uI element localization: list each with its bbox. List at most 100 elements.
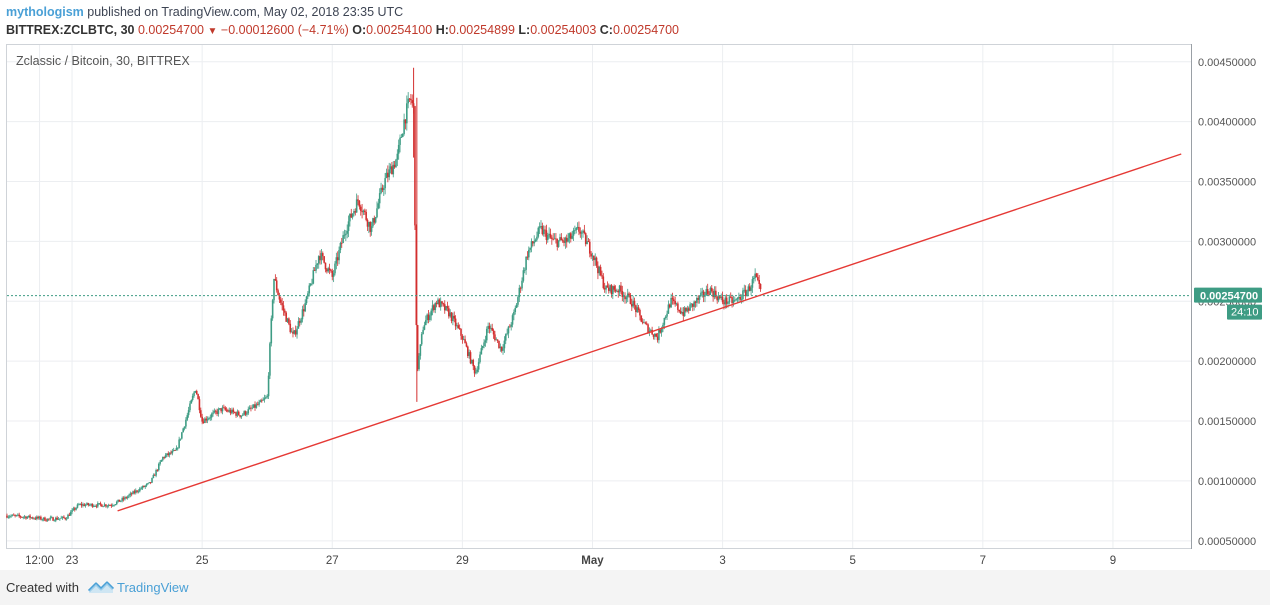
candle-body [125,497,128,499]
candle-body [599,266,602,276]
countdown-label: 24:10 [1231,307,1259,319]
candle-body [106,505,109,507]
candle-body [429,315,431,321]
candle-body [52,517,54,521]
candle-body [205,418,208,421]
candle-body [503,340,506,349]
candle-body [469,352,472,364]
candle-body [757,277,759,280]
candle-body [439,301,442,308]
candle-body [145,484,148,486]
candle-body [171,451,174,454]
candle-body [12,514,15,516]
candle-body [118,499,121,502]
candle-body [509,326,511,328]
tradingview-link[interactable]: TradingView [117,580,189,595]
candle-body [162,457,164,460]
candle-body [197,394,199,400]
high-value: 0.00254899 [448,23,515,37]
candle-body [323,256,325,263]
chart-title: Zclassic / Bitcoin, 30, BITTREX [16,54,190,68]
candle-body [532,241,534,244]
candle-body [546,234,549,240]
candle-body [751,279,754,288]
candle-body [639,309,641,316]
candle-body [721,296,724,303]
candle-body [479,354,481,363]
candle-body [90,503,92,505]
candle-body [499,346,502,348]
price-chart[interactable]: Zclassic / Bitcoin, 30, BITTREX 0.000500… [0,0,1270,570]
candle-body [519,287,522,289]
candle-body [279,299,282,303]
candle-body [358,200,361,207]
candle-body [54,517,57,521]
candle-body [400,136,403,138]
candle-body [206,419,209,421]
candle-body [141,486,144,489]
candle-body [431,305,434,311]
candle-body [384,178,386,189]
candle-body [296,328,298,335]
candle-body [621,290,624,297]
candle-body [305,296,308,304]
candle-body [408,98,411,100]
candle-body [265,397,267,399]
candle-body [649,329,652,331]
candle-body [385,172,388,179]
grid-lines [7,45,1191,548]
candle-body [567,238,569,242]
candle-body [647,324,649,333]
publish-info: mythologism published on TradingView.com… [6,4,403,20]
candle-body [430,310,433,316]
candle-body [181,432,183,439]
candle-body [149,482,152,483]
candle-body [580,232,583,234]
candle-body [683,307,686,317]
x-tick-label: 12:00 [25,555,54,567]
candle-body [613,286,615,290]
trendline[interactable] [117,153,1182,512]
candle-body [633,300,636,306]
candle-body [259,400,262,403]
candle-body [160,459,163,462]
candle-body [571,235,573,239]
candle-body [395,159,397,168]
candle-body [60,517,63,519]
candle-body [473,366,476,374]
y-tick-label: 0.00100000 [1198,476,1256,488]
candle-body [282,305,285,311]
candle-body [140,488,142,490]
candle-body [59,518,61,520]
candle-body [506,333,508,335]
candle-body [521,280,523,289]
candle-body [278,295,281,300]
time-axis[interactable]: 12:00 23 25 27 29 May 3 5 7 9 [25,555,1116,567]
candle-body [304,303,306,312]
candle-body [366,219,369,227]
candle-body [330,270,332,272]
price-change: −0.00012600 (−4.71%) [220,23,349,37]
candle-body [448,308,450,317]
candle-body [458,327,461,329]
candle-body [743,289,746,291]
candle-body [275,280,278,291]
candle-body [716,296,718,301]
candle-body [438,299,441,308]
candle-body [601,275,603,277]
candle-body [494,334,496,341]
candle-body [307,293,309,297]
candle-body [258,402,260,405]
candle-body [303,309,305,312]
candle-body [345,233,347,235]
candle-body [53,520,56,522]
author-link[interactable]: mythologism [6,5,84,19]
candle-body [19,516,22,517]
candle-body [200,410,202,417]
candle-body [533,241,536,244]
candle-body [641,321,644,323]
candle-body [204,418,206,424]
candle-body [129,493,132,496]
candle-body [223,407,225,409]
candle-body [217,409,220,414]
